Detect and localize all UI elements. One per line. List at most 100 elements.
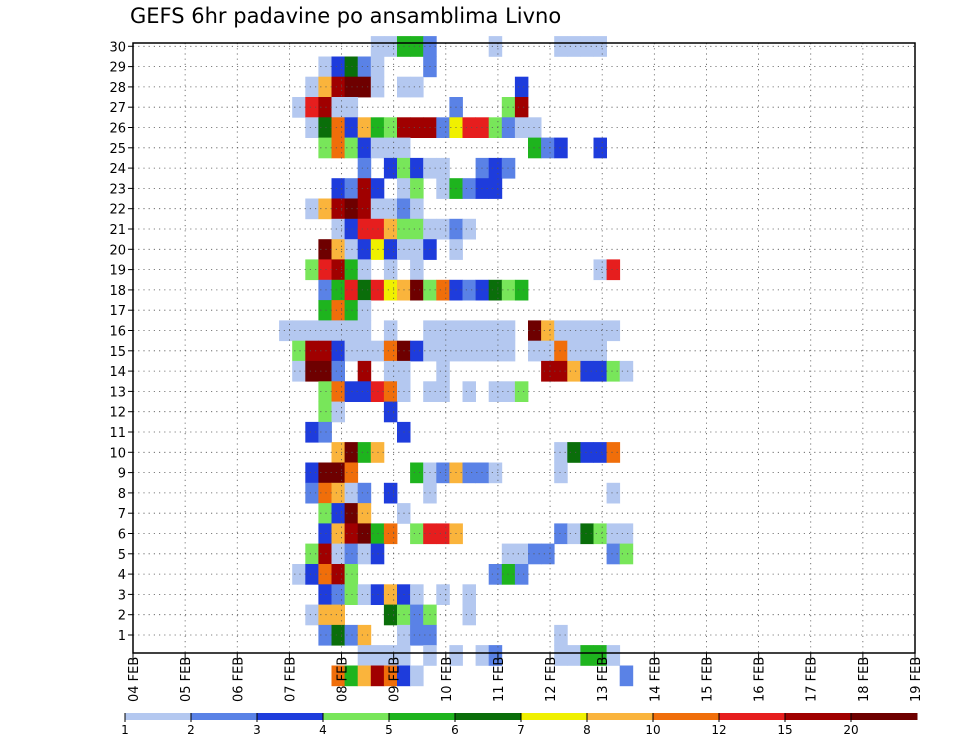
- legend-swatch: [125, 713, 192, 720]
- heatmap-cell: [357, 543, 372, 565]
- heatmap-cell: [344, 279, 359, 301]
- legend-swatch: [851, 713, 918, 720]
- heatmap-cell: [383, 279, 398, 301]
- heatmap-cell: [436, 360, 450, 382]
- heatmap-cell: [619, 360, 634, 382]
- heatmap-cell: [606, 259, 621, 281]
- heatmap-cell: [331, 300, 345, 321]
- heatmap-cell: [331, 442, 345, 463]
- heatmap-cell: [383, 523, 398, 545]
- heatmap-cell: [488, 340, 503, 362]
- y-tick-label: 21: [109, 223, 126, 238]
- heatmap-cell: [514, 76, 529, 98]
- heatmap-cell: [331, 340, 345, 362]
- heatmap-cell: [436, 523, 450, 545]
- heatmap-cell: [318, 137, 332, 159]
- heatmap-cell: [357, 584, 372, 605]
- heatmap-cell: [318, 381, 332, 402]
- heatmap-cell: [397, 645, 411, 666]
- y-tick-label: 4: [118, 568, 126, 583]
- heatmap-cell: [436, 340, 450, 362]
- heatmap-cell: [593, 320, 607, 342]
- heatmap-cell: [410, 665, 424, 687]
- y-tick-label: 27: [109, 101, 126, 116]
- heatmap-cell: [292, 360, 306, 382]
- heatmap-cell: [593, 523, 607, 545]
- heatmap-cell: [383, 584, 398, 605]
- heatmap-cell: [606, 645, 621, 666]
- heatmap-cell: [514, 564, 529, 585]
- heatmap-cell: [606, 543, 621, 565]
- color-legend: 1 2 3 4 5 6 7 8 10 12 15 20: [121, 713, 918, 737]
- heatmap-cell: [344, 137, 359, 159]
- heatmap-cell: [344, 523, 359, 545]
- heatmap-cell: [331, 462, 345, 484]
- heatmap-cell: [292, 97, 306, 118]
- heatmap-cell: [344, 76, 359, 98]
- heatmap-cell: [357, 56, 372, 78]
- heatmap-cell: [344, 218, 359, 240]
- heatmap-cell: [344, 442, 359, 463]
- legend-swatch: [587, 713, 654, 720]
- heatmap-cell: [580, 360, 594, 382]
- x-tick-label: 11 FEB: [492, 657, 507, 702]
- legend-swatch: [653, 713, 720, 720]
- heatmap-cell: [488, 462, 503, 484]
- heatmap-cell: [331, 360, 345, 382]
- heatmap-cell: [357, 482, 372, 504]
- heatmap-cell: [567, 523, 581, 545]
- heatmap-cell: [423, 645, 437, 666]
- heatmap-cell: [580, 36, 594, 57]
- legend-label: 15: [777, 723, 792, 737]
- heatmap-cell: [370, 645, 385, 666]
- heatmap-cell: [344, 462, 359, 484]
- chart-title: GEFS 6hr padavine po ansamblima Livno: [130, 4, 562, 28]
- y-tick-label: 16: [109, 325, 126, 340]
- heatmap-cell: [357, 665, 372, 687]
- heatmap-cell: [292, 340, 306, 362]
- heatmap-cell: [279, 320, 293, 342]
- heatmap-cell: [593, 340, 607, 362]
- heatmap-cell: [344, 665, 359, 687]
- heatmap-cell: [462, 604, 476, 626]
- y-tick-label: 12: [109, 406, 126, 421]
- legend-swatch: [257, 713, 324, 720]
- heatmap-cell: [383, 665, 398, 687]
- heatmap-cell: [410, 218, 424, 240]
- heatmap-cell: [357, 340, 372, 362]
- heatmap-cell: [344, 56, 359, 78]
- heatmap-cell: [357, 218, 372, 240]
- heatmap-cell: [357, 117, 372, 138]
- heatmap-cell: [383, 198, 398, 220]
- x-axis: 04 FEB 05 FEB 06 FEB 07 FEB 08 FEB 09 FEB 10 F…: [127, 653, 924, 702]
- heatmap-cell: [554, 36, 568, 57]
- legend-label: 4: [319, 723, 327, 737]
- heatmap-cell: [593, 645, 607, 666]
- x-tick-label: 16 FEB: [753, 657, 768, 702]
- heatmap-cell: [410, 523, 424, 545]
- heatmap-cell: [357, 178, 372, 199]
- heatmap-cell: [514, 117, 529, 138]
- y-tick-label: 9: [118, 467, 126, 482]
- heatmap-cell: [331, 523, 345, 545]
- heatmap-cell: [410, 239, 424, 260]
- heatmap-cell: [383, 137, 398, 159]
- y-tick-label: 7: [118, 507, 126, 522]
- legend-label: 7: [517, 723, 525, 737]
- heatmap-cell: [318, 320, 332, 342]
- heatmap-cell: [528, 117, 542, 138]
- x-tick-label: 12 FEB: [544, 657, 559, 702]
- heatmap-cell: [305, 198, 319, 220]
- x-tick-label: 14 FEB: [648, 657, 663, 702]
- y-tick-label: 10: [109, 446, 126, 461]
- heatmap-cell: [488, 381, 503, 402]
- heatmap-cell: [305, 97, 319, 118]
- heatmap-cell: [410, 624, 424, 646]
- heatmap-cell: [357, 279, 372, 301]
- heatmap-cell: [305, 462, 319, 484]
- y-tick-label: 22: [109, 203, 126, 218]
- heatmap-cell: [449, 645, 463, 666]
- heatmap-cell: [528, 543, 542, 565]
- heatmap-cell: [436, 279, 450, 301]
